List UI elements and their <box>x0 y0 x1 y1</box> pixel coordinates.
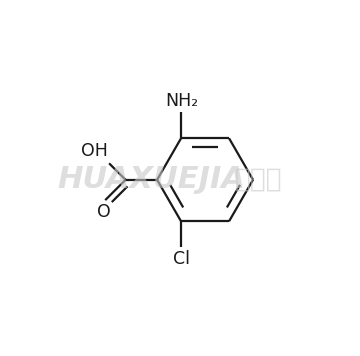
Text: Cl: Cl <box>173 250 190 268</box>
Text: OH: OH <box>81 142 108 160</box>
Text: 化学加: 化学加 <box>235 167 282 193</box>
Text: O: O <box>97 203 111 221</box>
Text: HUAXUEJIA: HUAXUEJIA <box>58 165 246 194</box>
Text: NH₂: NH₂ <box>165 92 198 110</box>
